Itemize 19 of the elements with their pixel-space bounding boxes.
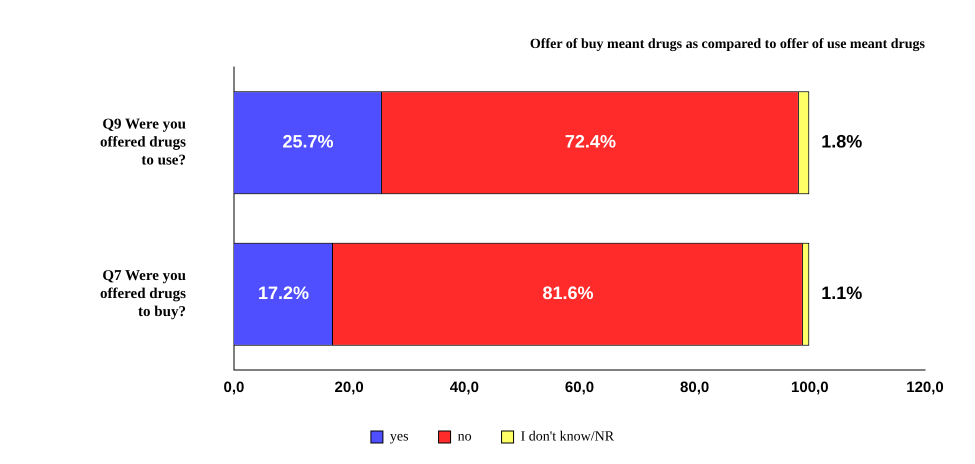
x-tick-label: 40,0 (450, 379, 479, 396)
data-label: 81.6% (542, 283, 594, 304)
x-tick-label: 20,0 (334, 379, 364, 396)
y-tick-label: Q9 Were you offered drugs to use? (100, 116, 186, 169)
data-label: 1.8% (821, 132, 862, 152)
legend-label: yes (390, 430, 409, 445)
x-tick-label: 80,0 (680, 379, 710, 396)
data-label: 72.4% (564, 132, 616, 152)
data-label: 17.2% (258, 283, 310, 304)
x-tick-label: 100,0 (791, 379, 829, 396)
chart-title: Offer of buy meant drugs as compared to offer of use meant drugs (530, 37, 926, 52)
y-tick-label: Q7 Were you offered drugs to buy? (100, 268, 186, 320)
x-tick-label: 60,0 (564, 379, 594, 396)
legend-label: no (458, 430, 472, 445)
legend-label: I don't know/NR (520, 430, 615, 445)
x-tick-label: 0,0 (224, 379, 244, 396)
data-label: 1.1% (821, 283, 862, 304)
data-label: 25.7% (282, 132, 334, 152)
x-tick-label: 120,0 (906, 379, 944, 396)
